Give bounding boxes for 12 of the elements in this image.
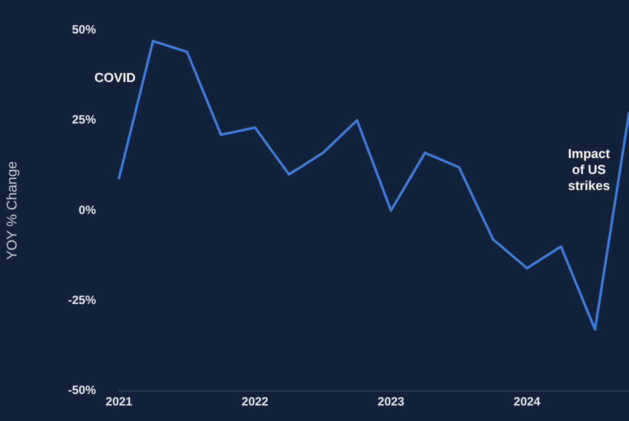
y-tick-label: 25%	[72, 112, 96, 127]
y-tick-label: -50%	[68, 383, 96, 398]
y-tick-label: 0%	[78, 202, 96, 217]
x-tick-label: 2023	[378, 394, 405, 408]
x-tick-label: 2022	[242, 394, 269, 408]
annotation: COVID	[94, 70, 136, 85]
y-axis-title: YOY % Change	[3, 161, 20, 260]
annotation: Impact of US strikes	[568, 146, 611, 193]
y-tick-label: 50%	[72, 22, 96, 37]
x-tick-label: 2024	[514, 394, 541, 408]
y-tick-label: -25%	[68, 292, 96, 307]
x-tick-label: 2021	[106, 394, 133, 408]
